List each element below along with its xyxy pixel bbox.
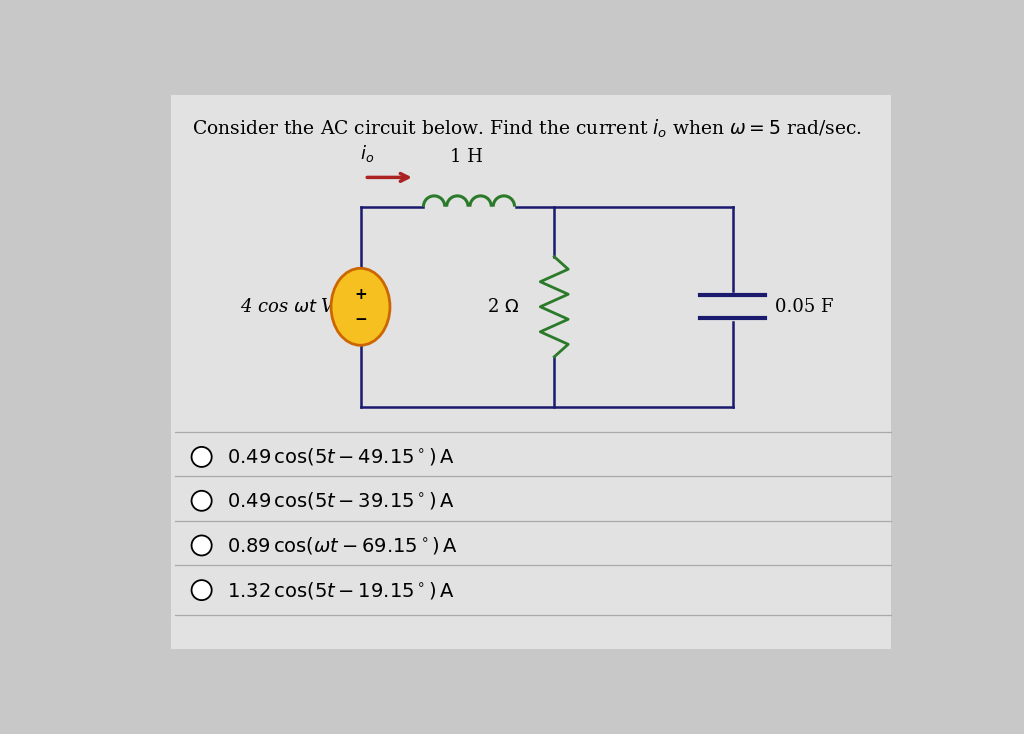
- Text: 1 H: 1 H: [450, 148, 482, 166]
- Text: $1.32\,\cos(5t - 19.15^\circ)\,\mathrm{A}$: $1.32\,\cos(5t - 19.15^\circ)\,\mathrm{A…: [227, 580, 455, 600]
- Circle shape: [191, 535, 212, 556]
- Text: $0.49\,\cos(5t - 39.15^\circ)\,\mathrm{A}$: $0.49\,\cos(5t - 39.15^\circ)\,\mathrm{A…: [227, 490, 455, 512]
- Text: +: +: [354, 287, 367, 302]
- Text: 4 cos $\omega t$ V: 4 cos $\omega t$ V: [241, 298, 338, 316]
- Circle shape: [191, 580, 212, 600]
- Text: $i_o$: $i_o$: [360, 142, 375, 164]
- Text: $0.49\,\cos(5t - 49.15^\circ)\,\mathrm{A}$: $0.49\,\cos(5t - 49.15^\circ)\,\mathrm{A…: [227, 446, 455, 468]
- Text: Consider the AC circuit below. Find the current $i_o$ when $\omega = 5$ rad/sec.: Consider the AC circuit below. Find the …: [191, 118, 861, 140]
- Text: 2 $\Omega$: 2 $\Omega$: [487, 298, 519, 316]
- Text: 0.05 F: 0.05 F: [775, 298, 834, 316]
- Circle shape: [191, 491, 212, 511]
- Ellipse shape: [331, 268, 390, 345]
- Text: −: −: [354, 311, 367, 327]
- Text: $0.89\,\cos(\omega t - 69.15^\circ)\,\mathrm{A}$: $0.89\,\cos(\omega t - 69.15^\circ)\,\ma…: [227, 535, 458, 556]
- Circle shape: [191, 447, 212, 467]
